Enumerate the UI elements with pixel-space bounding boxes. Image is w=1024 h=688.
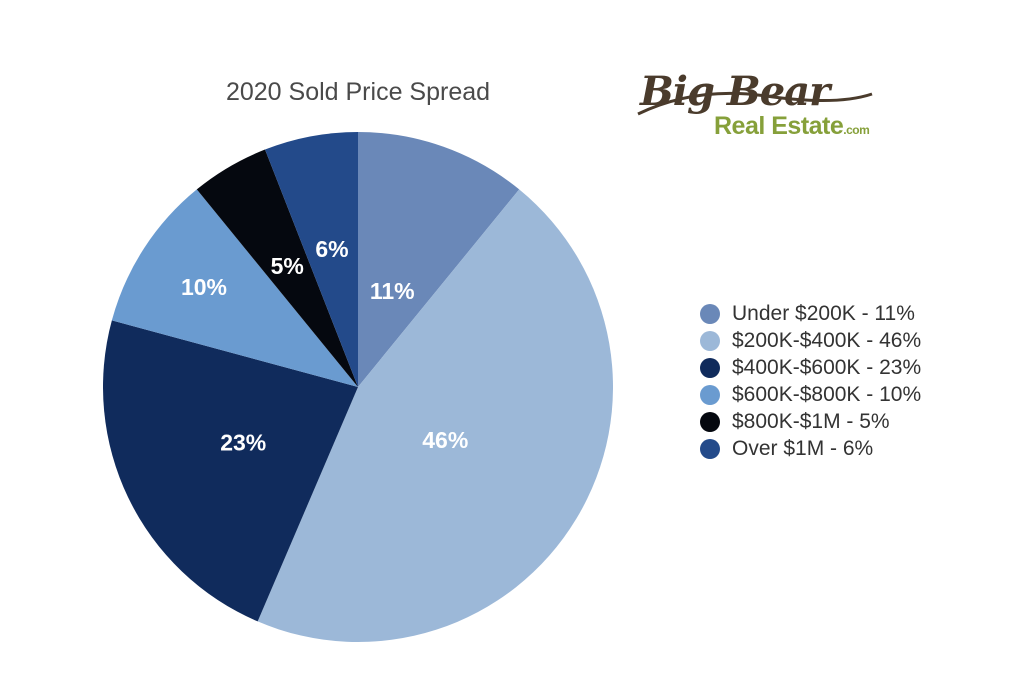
- legend-swatch-icon: [700, 438, 720, 459]
- legend-item: $600K-$800K - 10%: [700, 381, 921, 408]
- pie-slice: [265, 132, 358, 387]
- logo-sub-main: Real Estate: [714, 112, 844, 140]
- slice-data-label: 5%: [271, 253, 304, 279]
- legend-swatch-icon: [700, 411, 720, 432]
- slice-data-label: 23%: [220, 430, 266, 456]
- pie-slice: [358, 132, 520, 387]
- legend-label: Over $1M - 6%: [732, 436, 874, 460]
- pie-slice: [111, 189, 359, 387]
- pie-slice: [103, 320, 358, 622]
- legend-label: $400K-$600K - 23%: [732, 355, 922, 379]
- legend-item: $400K-$600K - 23%: [700, 354, 921, 381]
- legend-item: $800K-$1M - 5%: [700, 408, 921, 435]
- slice-data-label: 46%: [422, 427, 468, 453]
- slice-data-label: 11%: [370, 278, 415, 304]
- slice-data-label: 10%: [181, 274, 227, 300]
- chart-title: 2020 Sold Price Spread: [225, 78, 491, 106]
- legend-item: Over $1M - 6%: [700, 435, 921, 462]
- pie-slice: [257, 189, 613, 642]
- legend-label: $600K-$800K - 10%: [732, 382, 922, 406]
- logo-swoosh-icon: [637, 91, 873, 116]
- logo-suffix: .com: [843, 123, 870, 137]
- legend-swatch-icon: [700, 357, 720, 378]
- legend-item: $200K-$400K - 46%: [700, 327, 921, 354]
- logo-script-text: Big Bear: [640, 68, 830, 115]
- slice-data-label: 6%: [315, 236, 348, 262]
- pie-slice: [196, 149, 358, 387]
- legend-label: $200K-$400K - 46%: [732, 328, 922, 352]
- legend-label: $800K-$1M - 5%: [732, 409, 890, 433]
- logo-sub-text: Real Estate.com: [714, 112, 870, 141]
- legend-item: Under $200K - 11%: [700, 300, 921, 327]
- company-logo: Big Bear Real Estate.com: [636, 68, 876, 148]
- legend-swatch-icon: [700, 330, 720, 351]
- legend-swatch-icon: [700, 384, 720, 405]
- legend-swatch-icon: [700, 303, 720, 324]
- chart-legend: Under $200K - 11% $200K-$400K - 46% $400K-…: [700, 300, 921, 462]
- legend-label: Under $200K - 11%: [732, 301, 915, 325]
